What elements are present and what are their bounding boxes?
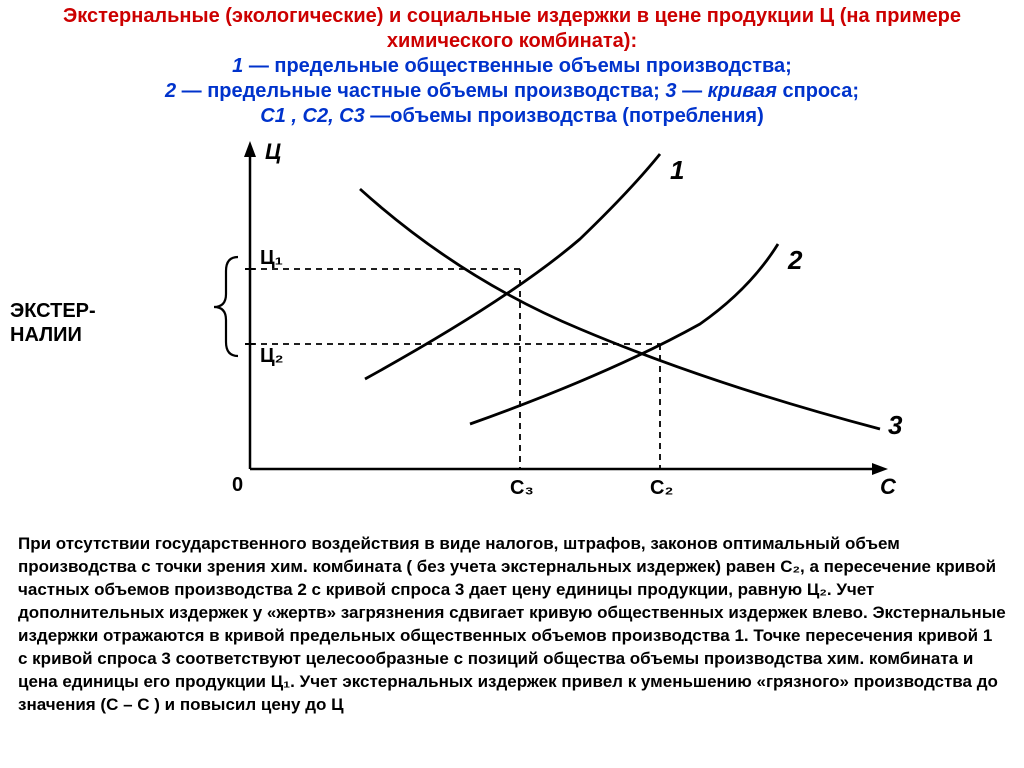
tick-c3-label: С₃ [510,477,534,499]
legend-num-1: 1 [232,55,243,77]
origin-label: 0 [232,474,243,496]
legend-text-1: — предельные общественные объемы произво… [243,55,792,77]
legend-text-2a: — предельные частные объемы производства… [176,80,665,102]
legend-num-2: 2 [165,80,176,102]
title-red: Экстернальные (экологические) и социальн… [20,4,1004,54]
economics-chart: Ц С 0 1 2 3 Ц₁ Ц₂ С₃ С₂ [160,129,940,529]
y-axis-label: Ц [265,139,281,164]
tick-c2-label: С₂ [650,477,673,499]
legend-num-3: 3 [665,80,676,102]
legend-italic-curve: кривая [708,80,777,102]
extern-line2: НАЛИИ [10,324,82,346]
body-paragraph: При отсутствии государственного воздейст… [0,529,1024,717]
curve-2-label: 2 [787,245,803,275]
curve-3-label: 3 [888,410,903,440]
externalities-label: ЭКСТЕР- НАЛИИ [10,299,96,347]
extern-line1: ЭКСТЕР- [10,300,96,322]
legend-text-3: —объемы производства (потребления) [365,105,764,127]
title-blue-line1: 1 — предельные общественные объемы произ… [20,54,1004,79]
x-axis-label: С [880,474,897,499]
tick-y1-label: Ц₁ [260,247,283,269]
brace-icon [214,257,238,356]
curve-3 [360,189,880,429]
title-blue-line2: 2 — предельные частные объемы производст… [20,79,1004,104]
y-arrow-icon [244,141,256,157]
chart-area: ЭКСТЕР- НАЛИИ Ц С 0 1 2 3 Ц₁ Ц₂ С₃ С₂ [0,129,1024,529]
curve-2 [470,244,778,424]
curve-1-label: 1 [670,155,684,185]
slide-header: Экстернальные (экологические) и социальн… [0,0,1024,129]
title-blue-line3: С1 , С2, С3 —объемы производства (потреб… [20,104,1004,129]
legend-text-2b: — [677,80,708,102]
legend-c-labels: С1 , С2, С3 [260,105,364,127]
tick-y2-label: Ц₂ [260,345,284,367]
curve-1 [365,154,660,379]
legend-text-2c: спроса; [777,80,859,102]
